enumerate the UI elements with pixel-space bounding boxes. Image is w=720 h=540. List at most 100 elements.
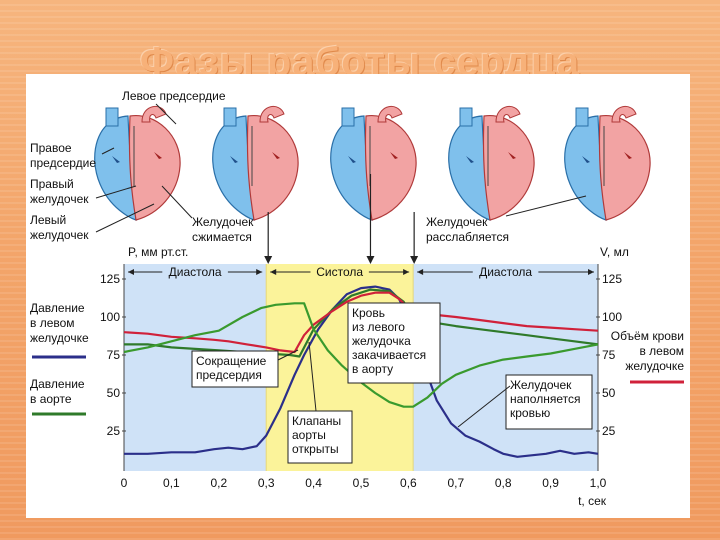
x-tick-10: 0,9 [542,476,559,490]
annotation-blood-ejected-line-3: желудочка [352,334,411,348]
legend-lv-pressure-line-1: Давление [30,301,85,315]
label-right-atrium-line-2: предсердие [30,156,96,170]
x-tick-5: 0,4 [305,476,322,490]
y-tick-right-75: 75 [602,348,616,362]
heart-5-vena-cava [575,107,589,127]
phase-label-2: Систола [316,265,363,279]
x-tick-1: 0 [121,476,128,490]
y-axis-left-label: P, мм рт.ст. [128,245,188,259]
heart-5-flow-arrow-red [624,152,632,159]
annotation-aortic-valves-line-2: аорты [292,428,326,442]
heart-2-vena-cava [223,107,237,127]
phase-arrowhead-left-2 [270,269,277,275]
annotation-ventricle-fills-line-1: Желудочек [510,378,572,392]
phase-label-bg-3 [472,265,539,278]
heart-5-left-side [598,115,651,221]
legend-lv-pressure-line-2: в левом [30,316,75,330]
phase-arrowhead-right-1 [256,269,263,275]
label-ventricle-relaxes-line-1: Желудочек [426,215,488,229]
heart-3-aorta [377,106,403,123]
annotation-aortic-valves-box [287,410,353,464]
heart-1-aorta [141,106,167,123]
phase-arrowhead-right-3 [588,269,594,275]
heart-1-left-side [128,115,181,221]
series-line-3 [123,291,599,354]
heart-4 [448,106,535,221]
phase-label-bg-1 [162,265,228,278]
heart-4-left-side [482,115,535,221]
label-ventricle-contracts-line-2: сжимается [192,230,252,244]
heart-2-flow-arrow-red [272,152,280,159]
annotation-atrial-contraction-pointer [277,349,299,361]
label-right-atrium-pointer [101,147,115,155]
heart-2-flow-arrow-blue [230,156,238,163]
y-tick-right-100: 100 [602,310,622,324]
phase-label-1: Диастола [169,265,222,279]
heart-1-flow-arrow-red [154,152,162,159]
y-tick-left-125: 125 [100,272,120,286]
phase-background-3 [413,264,598,471]
annotation-ventricle-fills-pointer [457,385,511,428]
label-ventricle-contracts-line-1: Желудочек [192,215,254,229]
annotation-ventricle-fills-line-2: наполняется [510,392,580,406]
heart-2 [212,106,299,221]
y-tick-right-50: 50 [602,386,616,400]
heart-2-left-side [246,115,299,221]
annotation-blood-ejected-line-5: в аорту [352,362,393,376]
annotation-blood-ejected-box [347,302,441,384]
heart-3 [330,106,417,221]
annotation-blood-ejected-line-1: Кровь [352,306,385,320]
x-tick-2: 0,1 [163,476,180,490]
y-tick-right-125: 125 [602,272,622,286]
label-left-ventricle-line-1: Левый [30,213,66,227]
heart-1 [94,106,181,221]
phase-arrowhead-left-1 [128,269,134,275]
x-tick-8: 0,7 [447,476,464,490]
annotation-aortic-valves-line-1: Клапаны [292,414,341,428]
phase-pointer-arrowhead-1 [264,256,273,264]
heart-4-flow-arrow-blue [466,156,474,163]
y-tick-right-25: 25 [602,424,616,438]
heart-3-left-side [364,115,417,221]
x-axis-label: t, сек [578,494,607,508]
label-ventricle-contracts-pointer [161,185,193,219]
heart-4-flow-arrow-red [508,152,516,159]
annotation-ventricle-fills-line-3: кровью [510,406,550,420]
annotation-atrial-contraction-box [191,350,279,388]
label-right-atrium-line-1: Правое [30,141,72,155]
heart-1-flow-arrow-blue [112,156,120,163]
phase-pointer-arrowhead-2 [366,256,375,264]
heart-5-flow-arrow-blue [582,156,590,163]
heart-1-vena-cava [105,107,119,127]
label-left-atrium: Левое предсердие [122,89,226,103]
label-right-ventricle-pointer [95,185,137,199]
y-tick-left-25: 25 [107,424,121,438]
phase-label-bg-2 [310,265,369,278]
legend-aorta-pressure-line-2: в аорте [30,392,72,406]
heart-cycle-figure: Диастола Систола Диастола 125 100 75 50 25 125 10… [30,89,684,508]
heart-3-flow-arrow-red [390,152,398,159]
heart-4-aorta [495,106,521,123]
heart-3-vena-cava [341,107,355,127]
label-ventricle-relaxes-pointer [505,195,587,217]
legend-lv-volume-line-3: желудочке [625,359,684,373]
annotation-atrial-contraction-line-2: предсердия [196,368,262,382]
x-tick-4: 0,3 [258,476,275,490]
heart-5 [564,106,651,221]
figure-panel: Диастола Систола Диастола 125 100 75 50 25 125 10… [26,74,690,518]
y-tick-left-100: 100 [100,310,120,324]
heart-4-vena-cava [459,107,473,127]
y-tick-left-75: 75 [107,348,121,362]
heart-5-aorta [611,106,637,123]
legend-lv-volume-line-2: в левом [639,344,684,358]
phase-pointer-arrowhead-3 [410,256,419,264]
legend-lv-volume-line-1: Объём крови [611,329,684,343]
label-right-ventricle-line-1: Правый [30,177,74,191]
heart-3-flow-arrow-blue [348,156,356,163]
x-tick-6: 0,5 [353,476,370,490]
phase-label-3: Диастола [479,265,532,279]
annotation-aortic-valves-line-3: открыты [292,442,339,456]
annotation-aortic-valves-pointer [308,341,317,412]
annotation-atrial-contraction-line-1: Сокращение [196,354,267,368]
y-axis-right-label: V, мл [600,245,629,259]
